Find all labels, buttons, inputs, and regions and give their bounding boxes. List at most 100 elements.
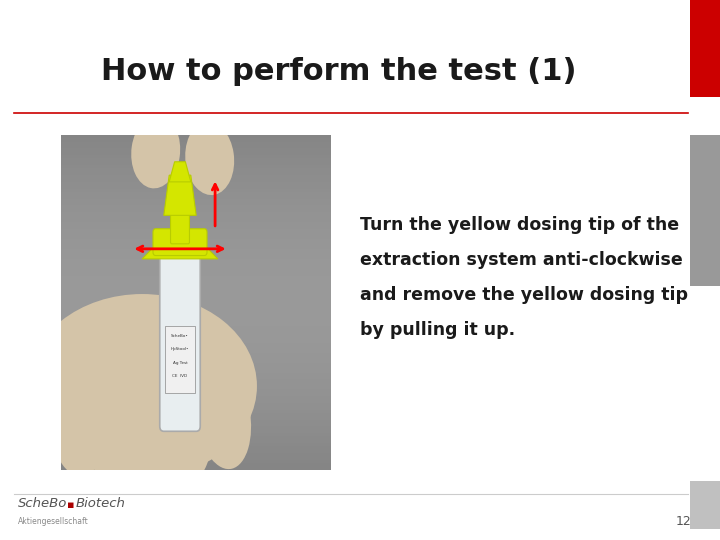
Bar <box>61 353 331 356</box>
Text: and remove the yellow dosing tip: and remove the yellow dosing tip <box>360 286 688 304</box>
Bar <box>61 450 331 453</box>
Bar <box>61 416 331 420</box>
Bar <box>61 212 331 215</box>
Bar <box>61 316 331 319</box>
Bar <box>61 179 331 182</box>
Bar <box>61 349 331 353</box>
Bar <box>61 202 331 205</box>
Bar <box>61 292 331 296</box>
Bar <box>61 329 331 333</box>
Text: Aktiengesellschaft: Aktiengesellschaft <box>18 517 89 526</box>
Bar <box>61 162 331 165</box>
Bar <box>61 447 331 450</box>
Bar <box>61 426 331 430</box>
Bar <box>61 369 331 373</box>
Bar <box>61 286 331 289</box>
Bar <box>61 141 331 145</box>
Bar <box>61 168 331 172</box>
Bar <box>61 409 331 413</box>
Bar <box>61 259 331 262</box>
Bar <box>61 380 331 383</box>
Bar <box>61 336 331 339</box>
Bar <box>61 309 331 313</box>
Bar <box>61 269 331 272</box>
Bar <box>61 433 331 436</box>
Bar <box>61 420 331 423</box>
Bar <box>61 386 331 389</box>
Text: extraction system anti-clockwise: extraction system anti-clockwise <box>360 251 683 269</box>
Bar <box>61 430 331 433</box>
Text: 12: 12 <box>676 515 692 528</box>
Text: Turn the yellow dosing tip of the: Turn the yellow dosing tip of the <box>360 216 679 234</box>
Bar <box>61 440 331 443</box>
Text: by pulling it up.: by pulling it up. <box>360 321 515 339</box>
Bar <box>690 481 720 529</box>
Bar <box>690 0 720 97</box>
Bar <box>61 215 331 219</box>
Bar <box>61 155 331 158</box>
Bar <box>61 172 331 175</box>
Bar <box>61 145 331 149</box>
Text: Ag Test: Ag Test <box>173 361 187 365</box>
Bar <box>61 185 331 188</box>
Polygon shape <box>142 242 218 259</box>
Ellipse shape <box>153 368 212 485</box>
Polygon shape <box>164 175 196 215</box>
Bar <box>61 366 331 369</box>
Bar <box>61 383 331 386</box>
Bar <box>61 456 331 460</box>
Bar <box>61 302 331 306</box>
Bar <box>61 296 331 299</box>
Text: How to perform the test (1): How to perform the test (1) <box>101 57 576 86</box>
Bar <box>61 376 331 380</box>
Bar <box>61 225 331 229</box>
Bar <box>61 306 331 309</box>
Bar <box>61 235 331 239</box>
Bar <box>61 333 331 336</box>
Bar <box>61 266 331 269</box>
Bar <box>61 272 331 275</box>
Ellipse shape <box>195 363 251 469</box>
Bar <box>61 182 331 185</box>
Text: ▪: ▪ <box>67 500 74 510</box>
Text: ScheBo•: ScheBo• <box>171 334 189 338</box>
Bar <box>61 342 331 346</box>
Bar <box>61 463 331 467</box>
Bar <box>61 195 331 199</box>
Bar <box>61 319 331 322</box>
Bar <box>61 192 331 195</box>
Bar <box>61 373 331 376</box>
Bar <box>61 467 331 470</box>
Bar <box>61 400 331 403</box>
Bar <box>61 255 331 259</box>
Bar <box>61 232 331 235</box>
Bar <box>61 158 331 162</box>
Bar <box>61 175 331 179</box>
Bar <box>61 443 331 447</box>
Ellipse shape <box>53 344 124 475</box>
Text: ScheBo: ScheBo <box>18 497 68 510</box>
Bar <box>61 242 331 246</box>
Bar <box>61 222 331 225</box>
Text: Biotech: Biotech <box>76 497 125 510</box>
FancyBboxPatch shape <box>171 214 189 244</box>
Bar <box>61 152 331 155</box>
Bar <box>61 262 331 266</box>
Bar <box>61 460 331 463</box>
Ellipse shape <box>27 294 257 478</box>
Bar <box>61 246 331 249</box>
Bar <box>61 299 331 302</box>
Text: HpStool•: HpStool• <box>171 347 189 352</box>
Polygon shape <box>169 162 191 182</box>
Bar <box>61 252 331 255</box>
Bar <box>61 279 331 282</box>
Bar <box>61 138 331 141</box>
Ellipse shape <box>185 122 234 195</box>
Bar <box>61 389 331 393</box>
Bar <box>61 275 331 279</box>
Ellipse shape <box>107 364 166 481</box>
Bar <box>61 229 331 232</box>
Bar <box>61 165 331 168</box>
Bar <box>61 339 331 342</box>
FancyBboxPatch shape <box>165 326 195 393</box>
